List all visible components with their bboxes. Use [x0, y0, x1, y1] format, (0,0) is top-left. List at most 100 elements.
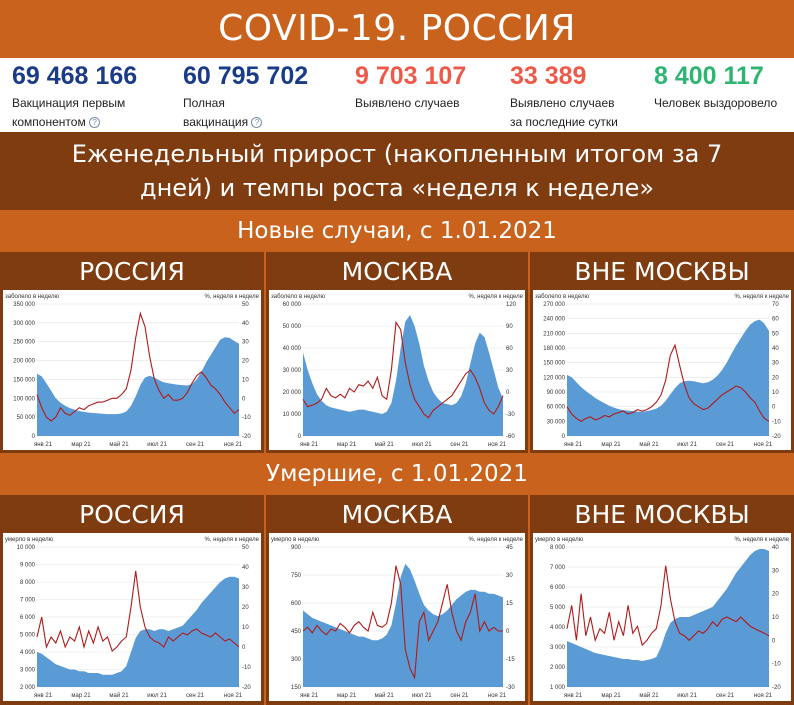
y-tick-label: 200 000 — [13, 359, 35, 365]
help-icon[interactable]: ? — [251, 117, 263, 129]
y2-tick-label: -15 — [506, 657, 515, 663]
chart-svg: умерло в неделю%, неделя к неделе1503004… — [271, 537, 524, 699]
x-tick-label: мар 21 — [337, 693, 357, 699]
chart-svg: умерло в неделю %, неделя к неделе 1 000 2 … — [535, 537, 790, 699]
y-tick-label: 150 000 — [13, 377, 35, 383]
y2-tick-label: 60 — [506, 346, 513, 352]
y2-tick-label: -60 — [506, 434, 515, 440]
y-tick-label: 5 000 — [550, 605, 566, 611]
chart-svg: заболело в неделю %, неделя к неделе 0 10 0… — [271, 294, 524, 448]
y2-axis-label: %, неделя к неделе — [204, 537, 259, 543]
panel-title: ВНЕ МОСКВЫ — [574, 500, 750, 529]
y2-tick-label: -10 — [772, 662, 781, 668]
x-tick-label: мар 21 — [337, 442, 357, 448]
x-tick-label: сен 21 — [716, 693, 735, 699]
y2-tick-label: -20 — [242, 685, 251, 691]
y-tick-label: 3 000 — [20, 668, 36, 674]
x-tick-label: янв 21 — [564, 442, 583, 448]
x-tick-label: мар 21 — [601, 693, 621, 699]
y-tick-label: 210 000 — [543, 331, 565, 337]
y2-tick-label: 120 — [506, 302, 517, 308]
y2-tick-label: 30 — [242, 340, 249, 346]
y-tick-label: 350 000 — [13, 302, 35, 308]
weekly-growth-heading: Еженедельный прирост (накопленным итогом… — [0, 132, 794, 210]
y-tick-label: 8 000 — [550, 545, 566, 551]
x-tick-label: июл 21 — [147, 693, 167, 699]
y-tick-label: 240 000 — [543, 317, 565, 323]
y2-tick-label: -20 — [242, 434, 251, 440]
y2-tick-label: 30 — [242, 585, 249, 591]
panel-title: МОСКВА — [341, 500, 453, 529]
y-tick-label: 450 — [291, 629, 302, 635]
y2-tick-label: 30 — [506, 573, 513, 579]
chart-svg: умерло в неделю %, неделя к неделе 2 000 3 … — [5, 537, 260, 699]
y-tick-label: 90 000 — [547, 390, 566, 396]
stat-label: Человек выздоровело — [654, 94, 777, 113]
x-tick-label: янв 21 — [564, 693, 583, 699]
y2-axis-label: %, неделя к неделе — [734, 537, 789, 543]
area-series — [303, 563, 503, 687]
stat-label: Выявлено случаев — [355, 94, 460, 113]
panel-title: МОСКВА — [341, 257, 453, 286]
stat-label-line1: Полная — [183, 96, 225, 110]
y-tick-label: 60 000 — [547, 405, 566, 411]
x-tick-label: июл 21 — [412, 693, 432, 699]
y-tick-label: 30 000 — [547, 419, 566, 425]
stat-label-line2: за последние сутки — [510, 115, 618, 129]
y2-tick-label: 20 — [772, 592, 779, 598]
y2-tick-label: 10 — [242, 377, 249, 383]
growth-line-series — [36, 311, 240, 422]
stat-label: Полная вакцинация ? — [183, 94, 263, 132]
y-tick-label: 750 — [291, 573, 302, 579]
y2-tick-label: 10 — [242, 625, 249, 631]
y2-tick-label: -20 — [772, 434, 781, 440]
y2-tick-label: 50 — [772, 331, 779, 337]
chart-cases-outside-moscow: заболело в неделю %, неделя к неделе 0 30 0… — [533, 290, 791, 450]
stat-label-line1: Выявлено случаев — [355, 96, 460, 110]
x-tick-label: ноя 21 — [488, 693, 507, 699]
y-tick-label: 50 000 — [17, 415, 36, 421]
growth-line-series — [302, 320, 504, 419]
panel-cases-russia: РОССИЯ заболело в неделю %, неделя к неде… — [0, 252, 264, 453]
y-tick-label: 0 — [298, 434, 302, 440]
y-tick-label: 5 000 — [20, 633, 36, 639]
growth-line-series — [566, 343, 770, 422]
x-tick-label: мар 21 — [601, 442, 621, 448]
y2-axis-label: %, неделя к неделе — [204, 294, 259, 300]
panel-title: ВНЕ МОСКВЫ — [574, 257, 750, 286]
stats-panel: 69 468 166 Вакцинация первым компонентом … — [0, 58, 794, 132]
x-tick-label: июл 21 — [147, 442, 167, 448]
area-series — [567, 319, 769, 436]
stat-label-line1: Человек выздоровело — [654, 96, 778, 110]
y-tick-label: 100 000 — [13, 396, 35, 402]
y2-tick-label: 10 — [772, 390, 779, 396]
x-tick-label: май 21 — [375, 441, 395, 448]
weekly-line-2: дней) и темпы роста «неделя к неделе» — [139, 174, 655, 202]
y2-tick-label: -10 — [242, 415, 251, 421]
x-tick-label: май 21 — [109, 441, 129, 448]
stat-label: Вакцинация первым компонентом ? — [12, 94, 125, 132]
y-tick-label: 900 — [291, 545, 302, 551]
y-axis-label: умерло в неделю — [535, 537, 584, 543]
panel-cases-outside-moscow: ВНЕ МОСКВЫ заболело в неделю %, неделя к … — [530, 252, 794, 453]
y-tick-label: 0 — [562, 434, 566, 440]
y2-tick-label: 40 — [242, 565, 249, 571]
chart-cases-russia: заболело в неделю %, неделя к неделе 0 50 0… — [3, 290, 261, 450]
y2-axis-label: %, неделя к неделе — [468, 294, 523, 300]
y2-tick-label: 10 — [772, 615, 779, 621]
y2-tick-label: 0 — [772, 638, 776, 644]
y-tick-label: 30 000 — [283, 368, 302, 374]
y2-tick-label: 40 — [772, 346, 779, 352]
y-tick-label: 9 000 — [20, 563, 36, 569]
y-axis-label: заболело в неделю — [271, 294, 325, 300]
growth-line-series — [36, 570, 240, 652]
y2-tick-label: 0 — [506, 629, 510, 635]
chart-deaths-outside-moscow: умерло в неделю %, неделя к неделе 1 000 2 … — [533, 533, 791, 701]
help-icon[interactable]: ? — [89, 117, 101, 129]
x-tick-label: май 21 — [639, 692, 659, 699]
x-tick-label: сен 21 — [186, 442, 205, 448]
y2-tick-label: 20 — [242, 605, 249, 611]
y2-tick-label: -30 — [506, 412, 515, 418]
stat-label-line2: компонентом — [12, 115, 86, 129]
x-tick-label: сен 21 — [716, 442, 735, 448]
